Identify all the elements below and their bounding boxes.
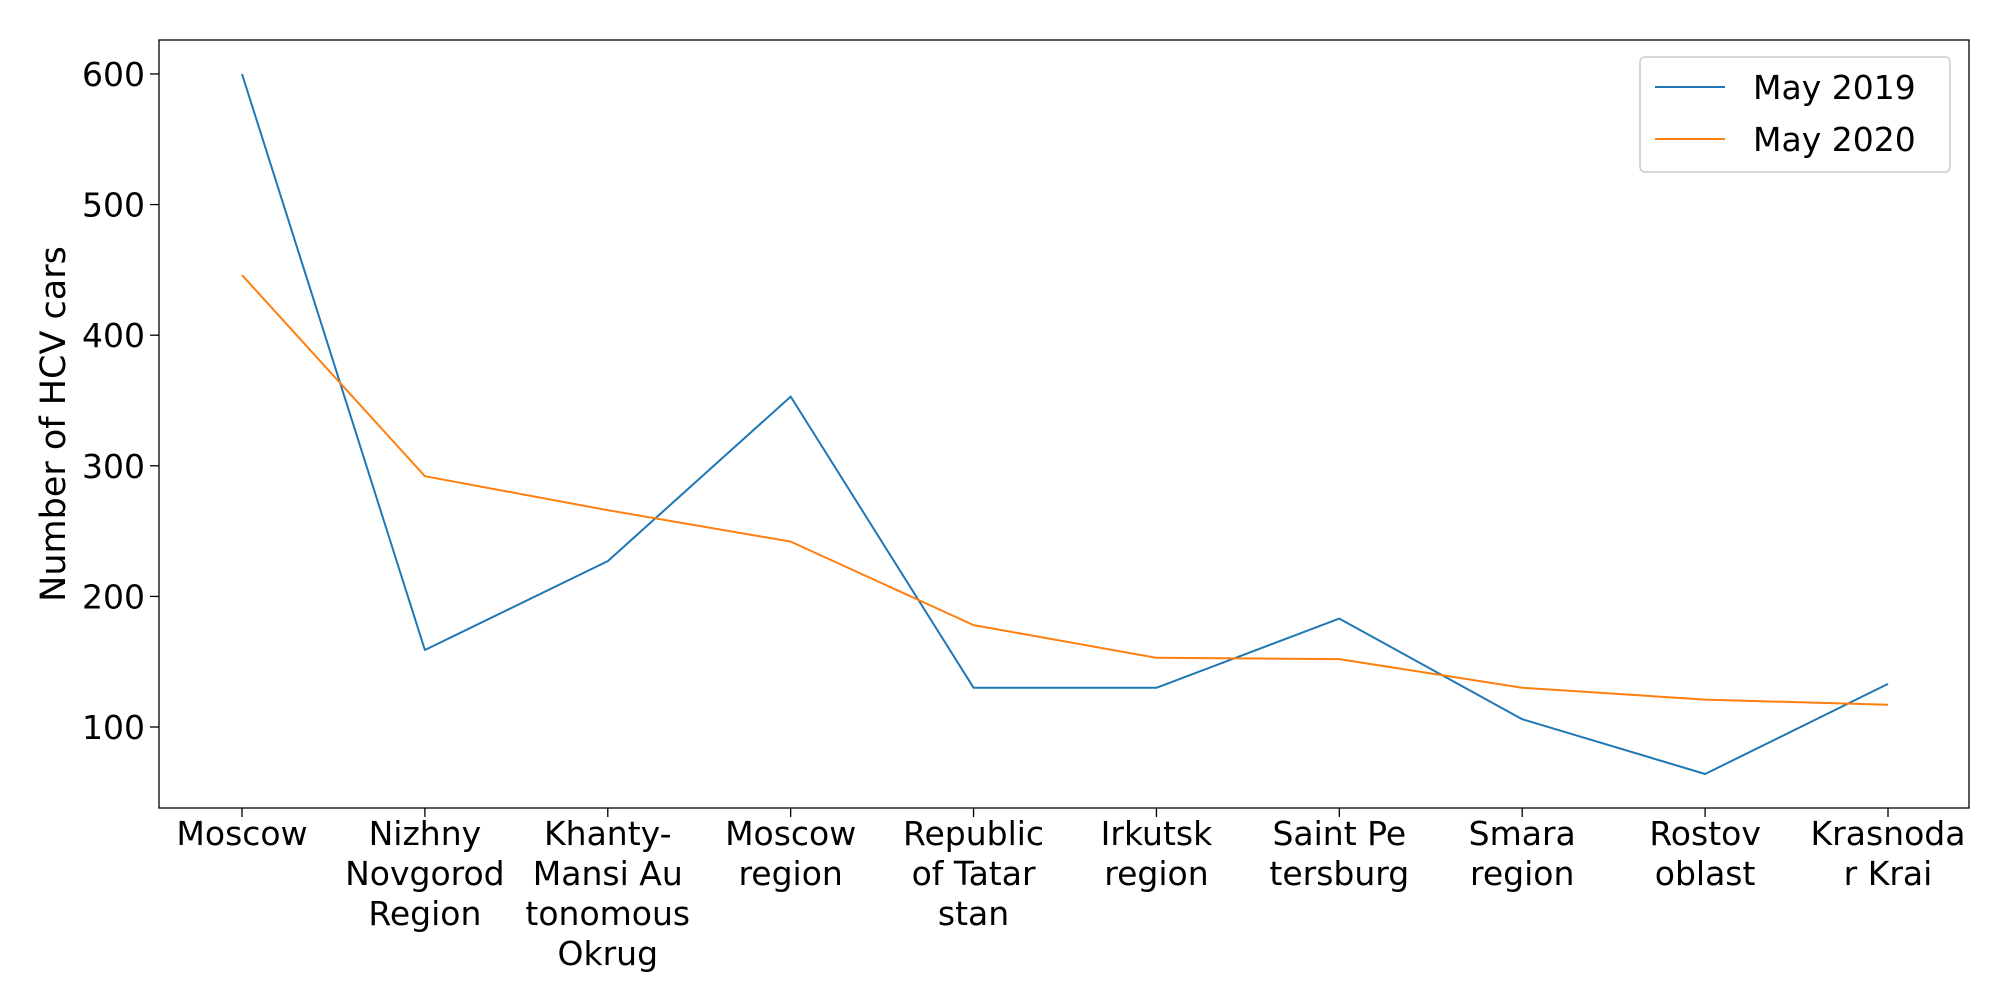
x-tick-label: Novgorod — [345, 854, 505, 893]
x-tick-label: Republic — [903, 814, 1044, 853]
x-tick-label: Region — [368, 894, 481, 933]
legend-box — [1639, 56, 1951, 173]
x-tick-label: region — [1470, 854, 1574, 893]
x-tick-label: r Krai — [1844, 854, 1933, 893]
x-tick-label: region — [738, 854, 842, 893]
x-tick-label: oblast — [1655, 854, 1756, 893]
x-tick-label: Moscow — [725, 814, 856, 853]
x-tick-label: Mansi Au — [533, 854, 683, 893]
x-tick-label: of Tatar — [912, 854, 1036, 893]
legend: May 2019 May 2020 — [1639, 56, 1951, 173]
x-tick-label: tonomous — [525, 894, 690, 933]
x-tick-label: Moscow — [176, 814, 307, 853]
x-tick-label: region — [1104, 854, 1208, 893]
y-tick-label: 500 — [82, 186, 145, 225]
x-tick-label: Smara — [1469, 814, 1576, 853]
x-tick-label: Krasnoda — [1811, 814, 1966, 853]
y-tick-label: 200 — [82, 577, 145, 616]
y-tick-label: 300 — [82, 447, 145, 486]
series-line-1 — [241, 73, 1889, 775]
series-lines — [241, 73, 1889, 775]
y-tick-label: 600 — [82, 55, 145, 94]
x-tick-label: stan — [938, 894, 1009, 933]
x-tick-label: Nizhny — [369, 814, 482, 853]
x-tick-label: Rostov — [1649, 814, 1761, 853]
y-tick-label: 100 — [82, 708, 145, 747]
x-tick-label: Okrug — [558, 934, 659, 973]
x-tick-label: Khanty- — [544, 814, 672, 853]
x-tick-label: Saint Pe — [1272, 814, 1406, 853]
y-axis-label: Number of HCV cars — [34, 246, 74, 602]
y-tick-label: 400 — [82, 316, 145, 355]
x-tick-label: tersburg — [1269, 854, 1409, 893]
x-tick-label: Irkutsk — [1101, 814, 1213, 853]
legend-label: May 2020 — [1753, 120, 1916, 159]
series-line-2 — [241, 274, 1889, 706]
legend-label: May 2019 — [1753, 68, 1916, 107]
y-axis: 100 200 300 400 500 600 — [82, 55, 159, 747]
